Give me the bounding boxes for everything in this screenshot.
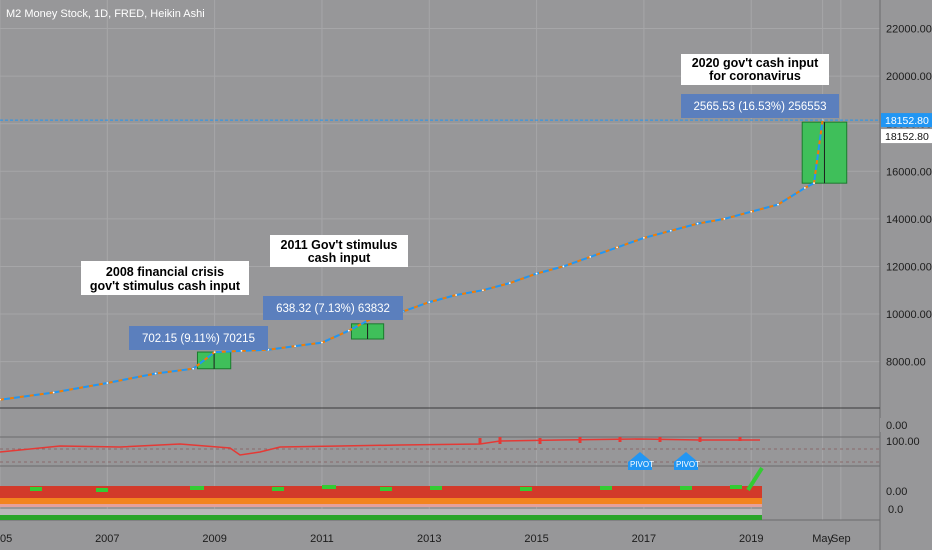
y-tick-label: 8000.00 [886,357,926,369]
y-tick-label: 22000.00 [886,24,932,36]
svg-text:702.15 (9.11%) 70215: 702.15 (9.11%) 70215 [142,333,255,345]
pivot-marker-2: PIVOT [674,452,700,470]
svg-text:cash input: cash input [308,251,371,265]
last-price-label-2: 18152.80 [885,131,929,143]
pivot-label-1: PIVOT [630,460,654,469]
chart-title: M2 Money Stock, 1D, FRED, Heikin Ashi [6,8,205,20]
data-point [616,246,618,249]
annotation-2020: 2020 gov't cash input for coronavirus [681,54,829,85]
y-tick-label: 10000.00 [886,309,932,321]
annotation-2008: 2008 financial crisis gov't stimulus cas… [81,261,249,295]
y-tick-label: 20000.00 [886,71,932,83]
data-point [213,351,216,353]
data-point [52,391,55,394]
x-tick-label: May [812,533,833,545]
data-point [813,182,815,185]
x-tick-label: 2013 [417,533,441,545]
band-pink [0,504,762,507]
measure-label-2020: 2565.53 (16.53%) 256553 [681,94,839,118]
band-spike [746,466,764,492]
data-point [562,265,565,268]
y-tick-label: 12000.00 [886,261,932,273]
series-line [0,119,824,401]
data-point [535,272,538,275]
data-point [455,294,457,296]
pane3-b-label: 0.0 [888,504,903,516]
data-point [321,341,323,344]
x-tick-label: 2005 [0,533,12,545]
band-orange [0,498,762,504]
svg-text:for coronavirus: for coronavirus [709,69,801,83]
x-tick-label: 2017 [632,533,656,545]
data-point [294,345,297,348]
data-point [696,222,699,225]
y-tick-label: 16000.00 [886,166,932,178]
y-tick-label: 14000.00 [886,214,932,226]
data-point [723,217,726,220]
pane3-zero-label: 0.00 [886,486,907,498]
svg-text:2565.53 (16.53%) 256553: 2565.53 (16.53%) 256553 [694,101,827,113]
data-point [428,301,431,304]
x-tick-label: 2007 [95,533,119,545]
data-point [482,289,484,292]
rsi-line [0,438,760,456]
lower-band-green [0,515,762,520]
pivot-marker-1: PIVOT [628,452,654,470]
data-point [106,382,109,384]
pane1-zero-tag [880,418,932,432]
svg-text:638.32 (7.13%) 63832: 638.32 (7.13%) 63832 [276,303,390,315]
lower-band-gray [0,509,762,517]
x-tick-label: 2019 [739,533,763,545]
axis-ticks: 8000.00 10000.00 12000.00 14000.00 16000.00 1… [0,24,932,545]
data-point [508,282,511,285]
pane2-top-label: 100.00 [886,436,920,448]
x-tick-label: 2015 [524,533,548,545]
x-tick-label: Sep [831,533,851,545]
x-tick-label: 2011 [310,533,334,545]
pivot-label-2: PIVOT [676,460,700,469]
data-point [777,203,779,206]
last-price-tag [881,113,932,128]
measure-label-2008: 702.15 (9.11%) 70215 [129,326,268,350]
data-point [589,256,592,258]
svg-text:2011 Gov't stimulus: 2011 Gov't stimulus [281,238,398,252]
measure-label-2011: 638.32 (7.13%) 63832 [263,296,403,320]
data-point [0,398,1,401]
data-point [669,229,672,232]
band-green-dots [30,485,742,492]
data-point [643,237,645,239]
last-price-label: 18152.80 [885,115,929,127]
svg-text:gov't stimulus cash input: gov't stimulus cash input [90,279,241,293]
svg-text:2020 gov't cash input: 2020 gov't cash input [692,56,819,70]
annotation-2011: 2011 Gov't stimulus cash input [270,235,408,267]
data-point [347,329,350,332]
data-point [192,367,195,370]
last-price-tag-2 [881,129,932,144]
data-point [750,210,753,213]
pane1-zero-label: 0.00 [886,420,907,432]
data-point [803,187,806,189]
svg-text:2008 financial crisis: 2008 financial crisis [106,265,224,279]
rsi-spikes [478,437,742,444]
data-point [154,372,157,375]
x-tick-label: 2009 [202,533,226,545]
measure-boxes [196,121,848,370]
data-point [240,350,243,352]
